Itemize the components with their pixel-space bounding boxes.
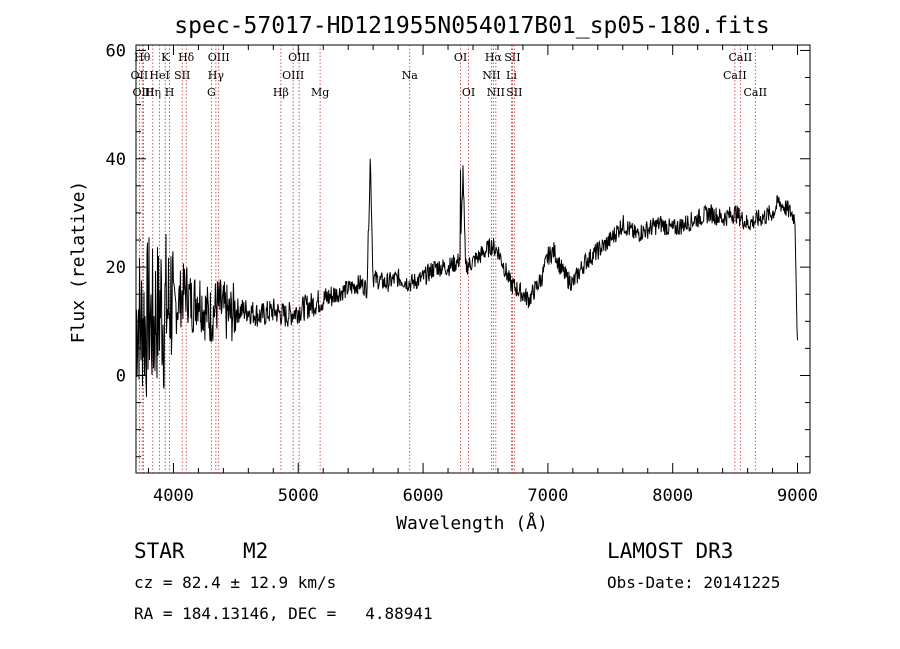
line-marker-label: Li: [506, 69, 517, 82]
line-marker-label: NII: [487, 86, 505, 99]
line-marker-label: Na: [402, 69, 419, 82]
x-axis-ticks: 4000 5000 6000 7000 8000 9000: [147, 45, 818, 506]
x-tick-label: 6000: [403, 486, 444, 506]
line-marker-label: Hη: [145, 86, 161, 99]
line-marker-label: OII: [131, 69, 149, 82]
y-axis-ticks: 0 20 40 60: [106, 41, 810, 458]
line-marker-label: OI: [454, 51, 467, 64]
coordinates-label: RA = 184.13146, DEC = 4.88941: [134, 604, 433, 623]
line-marker-label: CaII: [729, 51, 753, 64]
y-tick-label: 60: [106, 41, 126, 61]
line-marker-label: Hα: [485, 51, 503, 64]
chart-title: spec-57017-HD121955N054017B01_sp05-180.f…: [174, 13, 769, 39]
spectrum-series: [135, 158, 798, 397]
line-marker-label: HeI: [149, 69, 169, 82]
survey-label: LAMOST DR3: [607, 539, 734, 563]
line-marker-label: OIII: [282, 69, 304, 82]
class-label: STAR: [134, 539, 185, 563]
line-marker-label: H: [165, 86, 175, 99]
line-marker-label: G: [207, 86, 216, 99]
x-tick-label: 7000: [527, 486, 568, 506]
spectrum-line: [135, 158, 798, 397]
line-marker-label: CaII: [723, 69, 747, 82]
x-tick-label: 4000: [153, 486, 194, 506]
line-marker-label: CaII: [743, 86, 767, 99]
emission-line-markers: OIIHθOIIIHηHeIKHSIIHδGHγOIIIHβOIIIOIIIMg…: [131, 45, 767, 473]
x-axis-label: Wavelength (Å): [396, 512, 548, 534]
line-marker-label: OIII: [288, 51, 310, 64]
line-marker-label: SII: [174, 69, 190, 82]
line-marker-label: OI: [462, 86, 475, 99]
x-tick-label: 9000: [777, 486, 818, 506]
x-tick-label: 5000: [278, 486, 319, 506]
line-marker-label: NII: [482, 69, 500, 82]
line-marker-label: SII: [506, 86, 522, 99]
y-tick-label: 40: [106, 150, 126, 170]
y-tick-label: 0: [116, 366, 126, 386]
subclass-label: M2: [243, 539, 269, 563]
line-marker-label: Hδ: [178, 51, 195, 64]
x-tick-label: 8000: [652, 486, 693, 506]
line-marker-label: Hγ: [208, 69, 225, 82]
line-marker-label: OIII: [208, 51, 230, 64]
line-marker-label: Hθ: [134, 51, 151, 64]
obs-date-label: Obs-Date: 20141225: [607, 573, 781, 592]
line-marker-label: Mg: [311, 86, 329, 99]
y-axis-label: Flux (relative): [68, 181, 89, 344]
redshift-label: cz = 82.4 ± 12.9 km/s: [134, 573, 337, 592]
line-marker-label: K: [161, 51, 170, 64]
y-tick-label: 20: [106, 258, 126, 278]
line-marker-label: SII: [504, 51, 520, 64]
line-marker-label: Hβ: [273, 86, 289, 99]
line-marker-label: OIII: [132, 86, 154, 99]
